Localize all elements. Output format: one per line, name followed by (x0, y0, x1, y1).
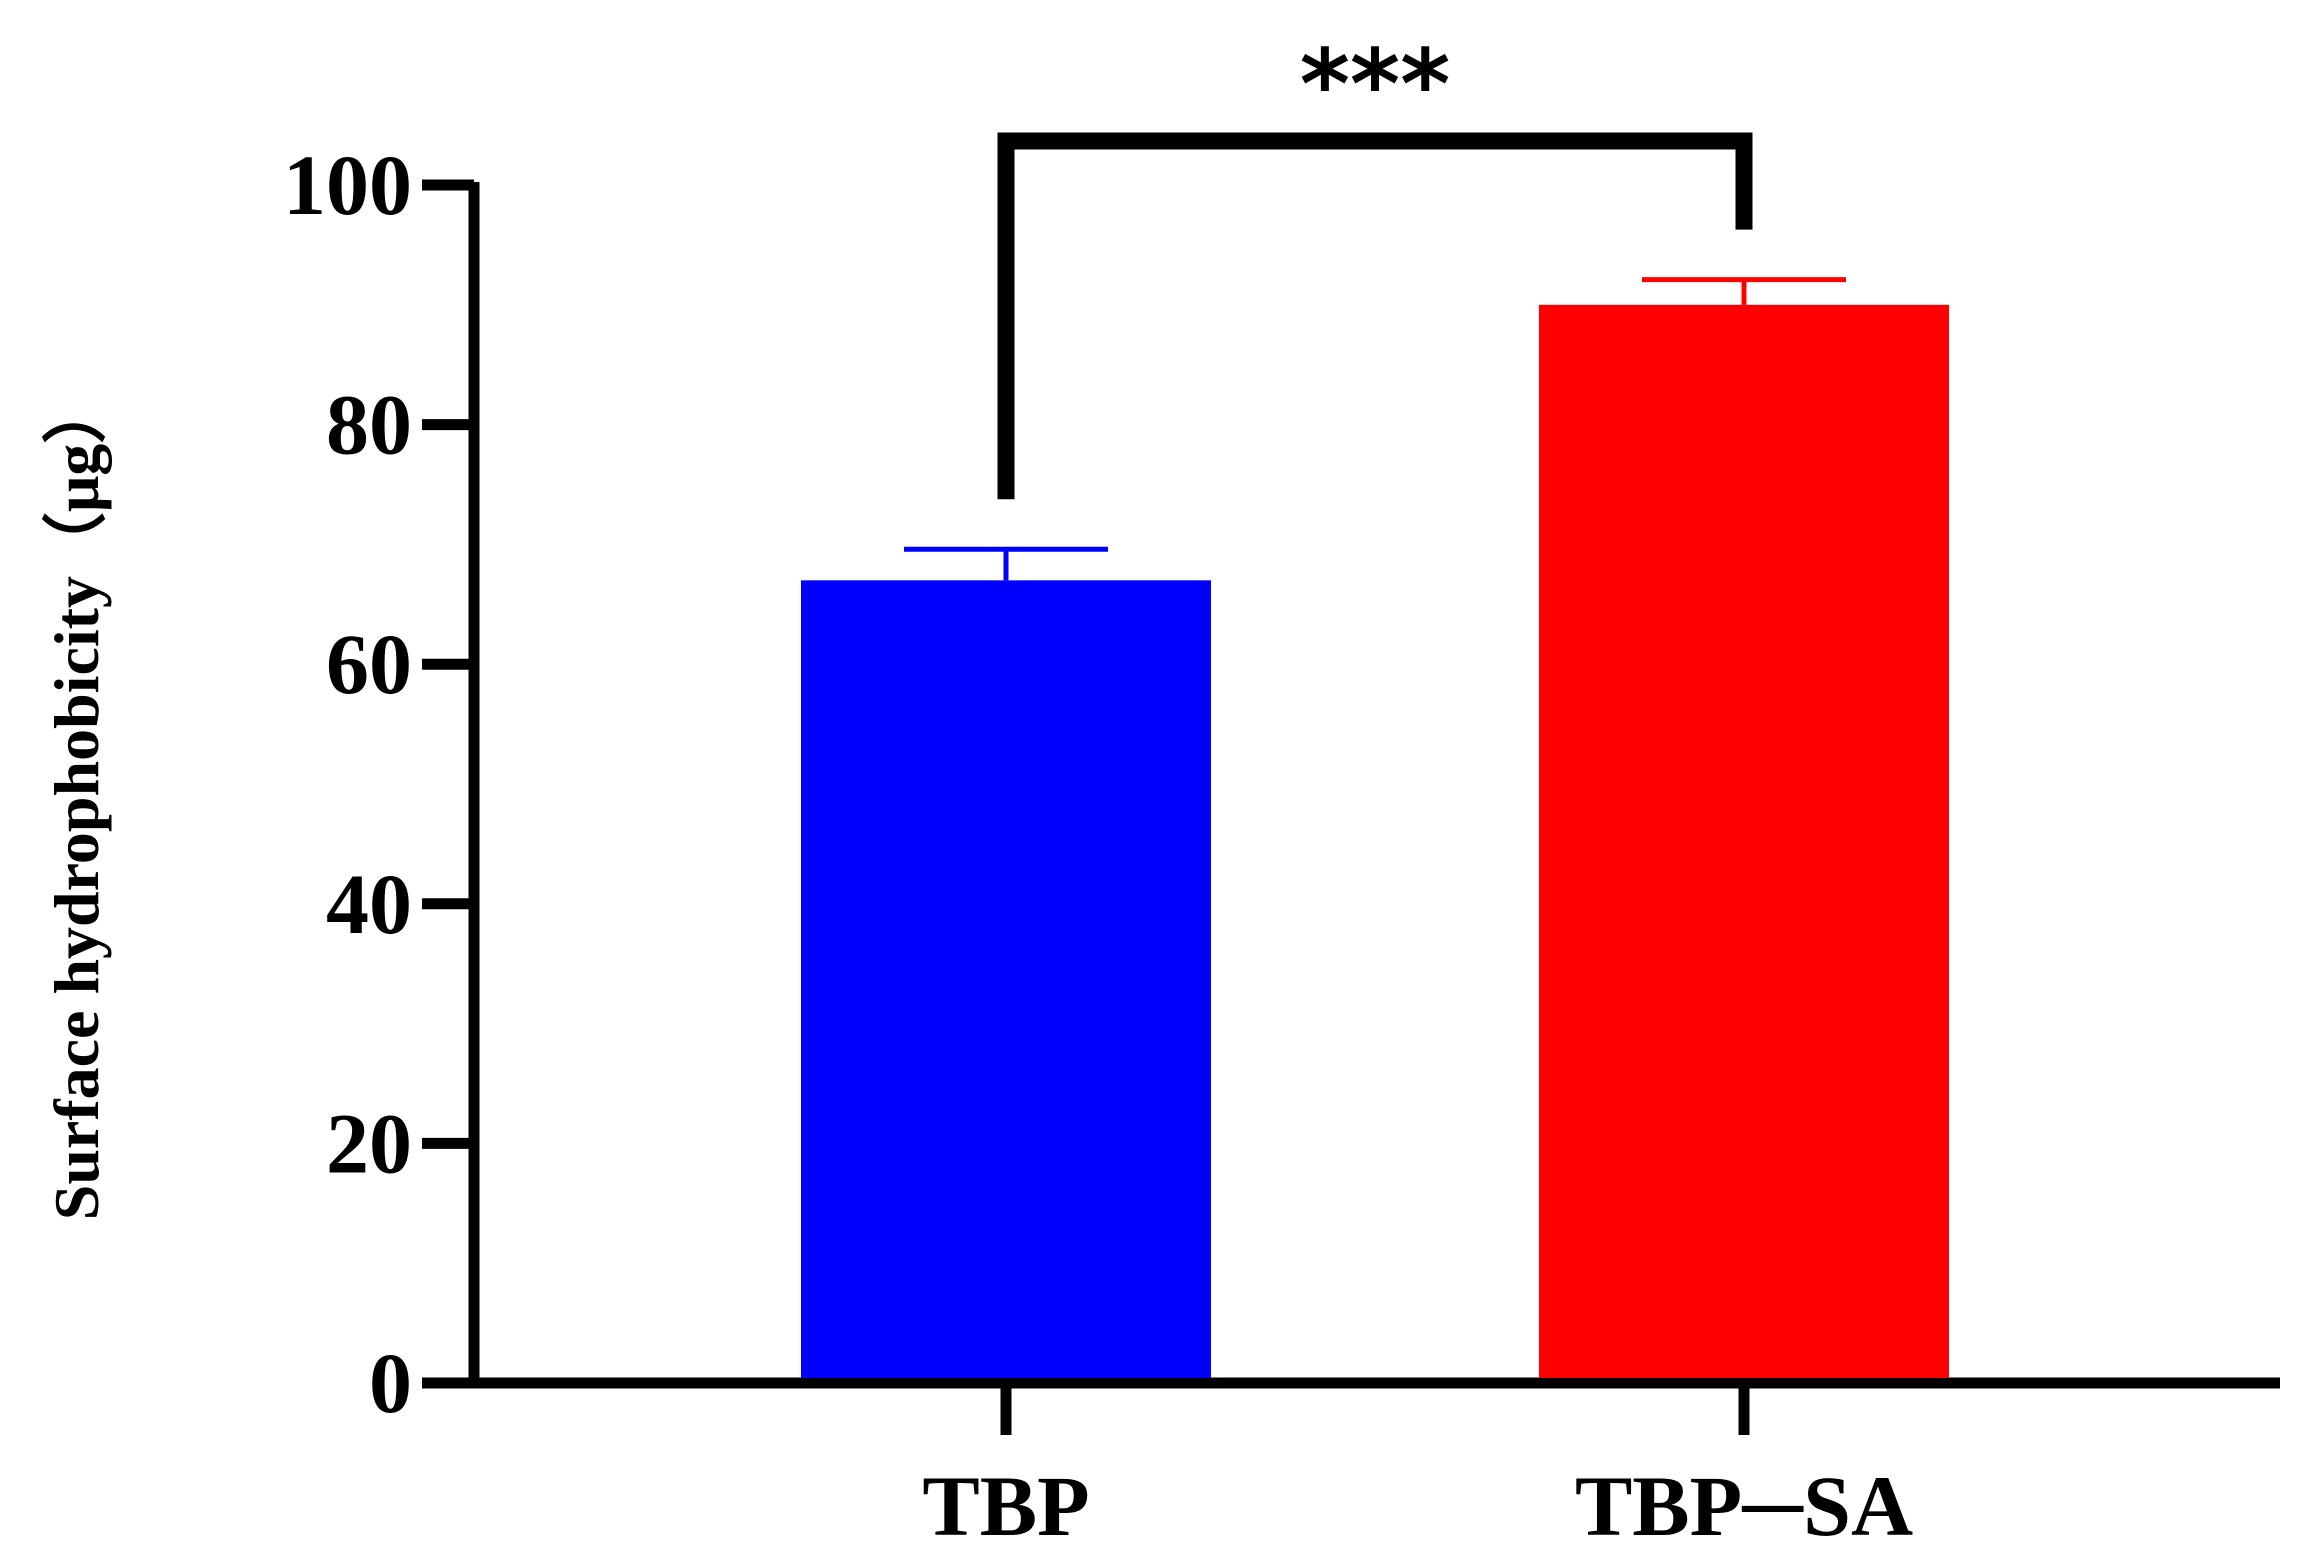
y-tick-label: 100 (283, 137, 412, 233)
x-tick-label: TBP (922, 1458, 1089, 1554)
y-axis-title: Surface hydrophobicity（μg） (41, 380, 112, 1221)
x-axis: TBP TBP─SA (422, 1377, 2280, 1554)
bars (801, 304, 1949, 1378)
y-tick-label: 0 (369, 1335, 412, 1431)
bar (801, 580, 1211, 1378)
x-tick-label: TBP─SA (1575, 1458, 1913, 1554)
significance-bracket: *** (997, 29, 1753, 500)
error-bars (904, 277, 1846, 581)
significance-bracket-line (997, 132, 1753, 500)
y-tick-label: 80 (326, 377, 412, 473)
significance-label: *** (1300, 29, 1451, 141)
y-tick-label: 20 (326, 1095, 412, 1191)
y-tick-label: 40 (326, 856, 412, 952)
bar (1539, 304, 1949, 1378)
y-tick-label: 60 (326, 616, 412, 712)
y-axis: 0 20 40 60 80 100 (283, 137, 480, 1431)
